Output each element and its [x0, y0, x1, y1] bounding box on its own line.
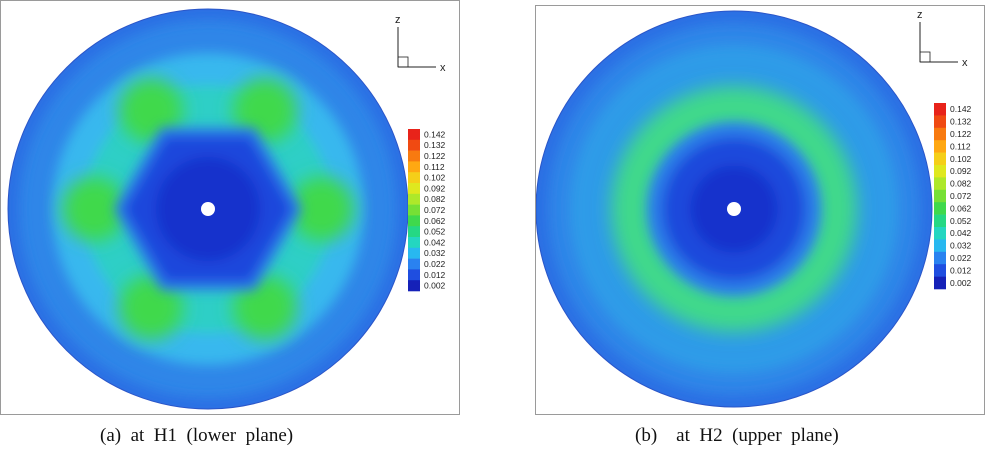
colorbar-swatch — [408, 226, 420, 238]
colorbar-tick-label: 0.002 — [950, 278, 972, 288]
caption-a: (a) at H1 (lower plane) — [100, 425, 294, 446]
green-ring — [611, 86, 857, 332]
colorbar-swatch — [408, 193, 420, 205]
colorbar-swatch — [408, 150, 420, 162]
colorbar-swatch — [408, 237, 420, 249]
colorbar-swatch — [408, 161, 420, 173]
contour-panel-a: z x 0.142 0.132 0.122 0.112 0.102 0.092 0.082 0.0… — [0, 0, 460, 415]
axis-triad: zx — [917, 9, 968, 69]
colorbar-tick-label: 0.042 — [424, 237, 446, 247]
colorbar-tick-label: 0.082 — [424, 194, 446, 204]
colorbar-swatch — [934, 239, 946, 253]
colorbar-tick-label: 0.082 — [950, 179, 972, 189]
colorbar-tick-label: 0.012 — [424, 270, 446, 280]
colorbar-tick-label: 0.032 — [950, 241, 972, 251]
colorbar-tick-label: 0.012 — [950, 265, 972, 275]
colorbar-swatch — [934, 227, 946, 240]
caption-b: (b) at H2 (upper plane) — [635, 425, 839, 446]
colorbar-swatch — [408, 129, 420, 141]
green-lobe — [119, 275, 183, 340]
colorbar-swatch — [934, 264, 946, 277]
axis-triad: zx — [395, 14, 446, 74]
colorbar-swatch — [934, 152, 946, 166]
colorbar-tick-label: 0.022 — [424, 259, 446, 269]
colorbar-swatch — [934, 165, 946, 178]
colorbar-tick-label: 0.042 — [950, 228, 972, 238]
colorbar-swatch — [934, 202, 946, 215]
colorbar-swatch — [408, 139, 420, 151]
colorbar-tick-label: 0.142 — [950, 104, 972, 114]
colorbar-tick-label: 0.032 — [424, 248, 446, 258]
axis-label-x: x — [962, 57, 968, 69]
colorbar-tick-label: 0.102 — [424, 173, 446, 183]
colorbar-swatch — [934, 127, 946, 141]
colorbar-tick-label: 0.052 — [424, 227, 446, 237]
colorbar-tick-label: 0.022 — [950, 253, 972, 263]
colorbar: 0.142 0.132 0.122 0.112 0.102 0.092 0.082 0.072… — [934, 103, 972, 290]
contour-panel-b: z x 0.142 0.132 0.122 0.112 0.102 0.092 0.082 0.0… — [535, 5, 985, 415]
colorbar: 0.1420.1320.1220.1120.1020.0920.0820.072… — [408, 129, 446, 292]
colorbar-tick-label: 0.132 — [424, 140, 446, 150]
colorbar-swatch — [934, 177, 946, 191]
colorbar-swatch — [934, 115, 946, 129]
contour-plot-a: zx0.1420.1320.1220.1120.1020.0920.0820.0… — [7, 8, 446, 410]
axis-label-x: x — [440, 62, 446, 74]
colorbar-swatch — [408, 247, 420, 259]
colorbar-swatch — [408, 280, 420, 292]
colorbar-tick-label: 0.092 — [424, 183, 446, 193]
colorbar-tick-label: 0.112 — [950, 141, 971, 151]
colorbar-tick-label: 0.072 — [424, 205, 446, 215]
contour-plot-b: zx0.1420.1320.1220.1120.1020.0920.0820.0… — [536, 9, 972, 408]
colorbar-tick-label: 0.062 — [424, 216, 446, 226]
colorbar-swatch — [408, 183, 420, 195]
domain-outline — [536, 10, 933, 408]
center-hole — [201, 202, 215, 216]
colorbar-tick-label: 0.062 — [950, 203, 972, 213]
colorbar-swatch — [408, 258, 420, 270]
colorbar-swatch — [934, 103, 946, 116]
axis-label-z: z — [917, 9, 923, 21]
colorbar-swatch — [408, 269, 420, 281]
colorbar-tick-label: 0.122 — [424, 151, 446, 161]
green-lobe — [233, 275, 297, 340]
green-lobe — [119, 78, 183, 143]
colorbar-tick-label: 0.132 — [950, 117, 972, 127]
green-lobe — [290, 177, 354, 241]
colorbar-tick-label: 0.112 — [424, 162, 445, 172]
colorbar-swatch — [408, 215, 420, 227]
axis-label-z: z — [395, 14, 401, 26]
colorbar-swatch — [408, 204, 420, 216]
green-lobe — [233, 78, 297, 143]
colorbar-swatch — [934, 214, 946, 228]
colorbar-swatch — [934, 140, 946, 153]
colorbar-tick-label: 0.052 — [950, 216, 972, 226]
center-hole — [727, 202, 741, 216]
colorbar-swatch — [934, 189, 946, 203]
green-lobe — [62, 177, 126, 241]
colorbar-swatch — [408, 172, 420, 184]
colorbar-tick-label: 0.102 — [950, 154, 972, 164]
colorbar-swatch — [934, 251, 946, 265]
contour-field — [8, 9, 408, 409]
colorbar-tick-label: 0.092 — [950, 166, 972, 176]
colorbar-swatch — [934, 276, 946, 290]
colorbar-tick-label: 0.142 — [424, 129, 446, 139]
colorbar-tick-label: 0.122 — [950, 129, 972, 139]
colorbar-tick-label: 0.072 — [950, 191, 972, 201]
colorbar-tick-label: 0.002 — [424, 281, 446, 291]
